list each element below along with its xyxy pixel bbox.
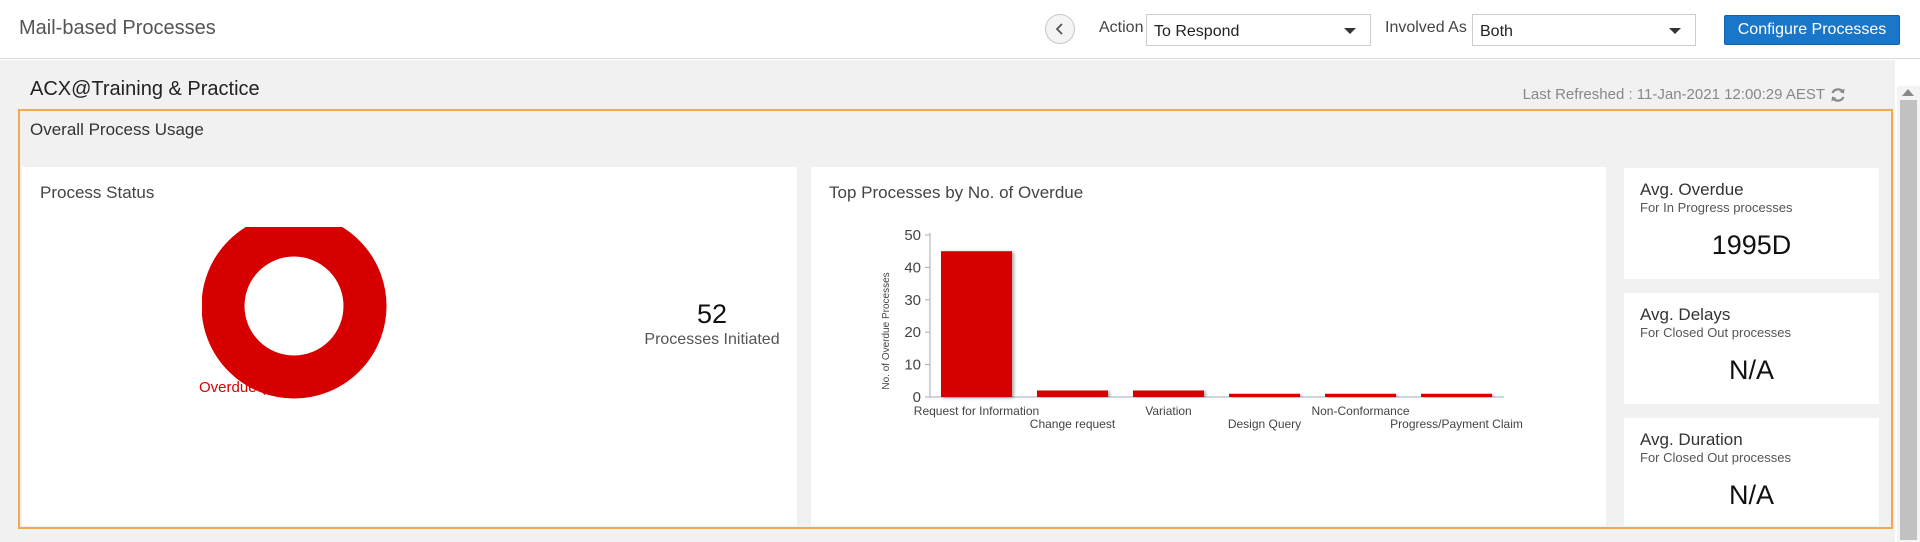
- top-processes-card: Top Processes by No. of Overdue 0 10 20 30 4…: [811, 167, 1606, 526]
- project-name: ACX@Training & Practice: [30, 78, 260, 100]
- top-bar: Mail-based Processes Action To Respond I…: [0, 0, 1920, 59]
- y-tick-label: 10: [904, 357, 921, 374]
- initiated-count: 52: [696, 299, 728, 329]
- refresh-icon[interactable]: [1829, 86, 1847, 104]
- y-tick-label: 40: [904, 259, 921, 276]
- collapse-button[interactable]: [1045, 14, 1075, 44]
- y-tick-label: 20: [904, 324, 921, 341]
- last-refreshed: Last Refreshed : 11-Jan-2021 12:00:29 AE…: [1522, 86, 1825, 103]
- donut-label-overdue: Overdue (100%): [199, 379, 310, 396]
- action-select-value: To Respond: [1154, 23, 1240, 40]
- bar-1: [1037, 390, 1108, 397]
- kpi-card-avg-delays: Avg. Delays For Closed Out processes N/A: [1624, 293, 1879, 404]
- y-tick-label: 0: [913, 389, 921, 406]
- kpi-value: N/A: [1728, 480, 1774, 510]
- x-tick-label: Non-Conformance: [1311, 404, 1409, 418]
- involved-select-value: Both: [1480, 23, 1513, 40]
- chevron-down-icon: [1344, 28, 1356, 34]
- action-label: Action: [1099, 19, 1144, 36]
- kpi-title: Avg. Duration: [1640, 430, 1743, 449]
- involved-label: Involved As: [1385, 19, 1467, 36]
- bar-0: [941, 251, 1012, 397]
- x-tick-label: Design Query: [1228, 417, 1301, 431]
- bar-5: [1421, 393, 1492, 397]
- section-title: Overall Process Usage: [30, 120, 204, 139]
- kpi-card-avg-overdue: Avg. Overdue For In Progress processes 1…: [1624, 168, 1879, 279]
- kpi-title: Avg. Overdue: [1640, 180, 1744, 199]
- kpi-value: N/A: [1728, 355, 1774, 385]
- kpi-title: Avg. Delays: [1640, 305, 1731, 324]
- x-tick-label: Progress/Payment Claim: [1390, 417, 1523, 431]
- kpi-subtitle: For In Progress processes: [1640, 200, 1793, 215]
- kpi-card-avg-duration: Avg. Duration For Closed Out processes N…: [1624, 418, 1879, 526]
- bar-3: [1229, 393, 1300, 397]
- chevron-down-icon: [1669, 28, 1681, 34]
- process-status-title: Process Status: [40, 183, 155, 202]
- kpi-subtitle: For Closed Out processes: [1640, 325, 1792, 340]
- process-status-card: Process Status Overdue (100%) 52 Process…: [22, 167, 797, 526]
- x-tick-label: Variation: [1145, 404, 1191, 418]
- y-tick-label: 50: [904, 227, 921, 244]
- configure-processes-button[interactable]: Configure Processes: [1724, 15, 1900, 45]
- kpi-value: 1995D: [1711, 230, 1792, 260]
- scroll-up-icon[interactable]: [1902, 89, 1914, 96]
- y-axis-label: No. of Overdue Processes: [881, 272, 892, 389]
- overdue-slice: [202, 227, 387, 399]
- page-title: Mail-based Processes: [19, 17, 216, 39]
- y-tick-label: 30: [904, 292, 921, 309]
- kpi-subtitle: For Closed Out processes: [1640, 450, 1792, 465]
- selection-outline: [18, 109, 1893, 529]
- overdue-bar-chart: 0 10 20 30 40 50 No. of Overdue Processes Reque…: [881, 227, 1523, 431]
- vertical-scrollbar[interactable]: [1897, 86, 1920, 542]
- scrollbar-thumb[interactable]: [1900, 100, 1917, 540]
- initiated-label: Processes Initiated: [644, 331, 780, 348]
- x-tick-label: Request for Information: [914, 404, 1039, 418]
- x-tick-label: Change request: [1030, 417, 1116, 431]
- action-select[interactable]: To Respond: [1146, 14, 1371, 46]
- bar-2: [1133, 390, 1204, 397]
- top-processes-title: Top Processes by No. of Overdue: [829, 183, 1084, 202]
- involved-select[interactable]: Both: [1472, 14, 1696, 46]
- process-status-donut[interactable]: [202, 227, 402, 427]
- bar-4: [1325, 393, 1396, 397]
- dashboard-area: ACX@Training & Practice Last Refreshed :…: [0, 60, 1895, 542]
- chevron-left-icon: [1055, 23, 1063, 35]
